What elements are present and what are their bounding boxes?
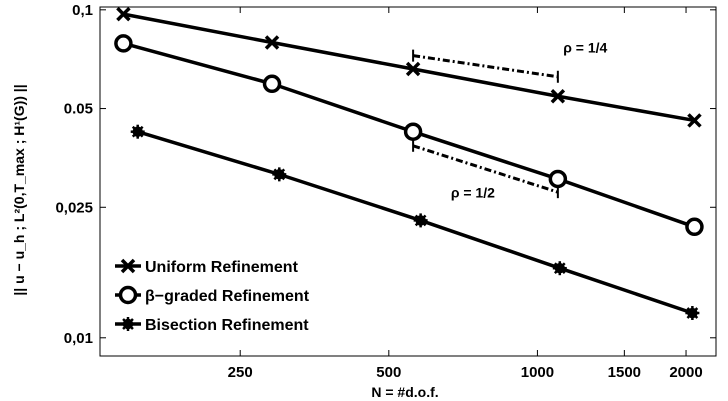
marker-stroke [264, 35, 280, 50]
legend-marker [121, 317, 135, 331]
series-group [114, 6, 704, 321]
axis-ticks: 250 500 1000 1500 2000 0,01 0,025 0.05 0,1 [55, 2, 716, 381]
slope-triangle-0 [412, 49, 559, 83]
slope-label: ρ = 1/2 [451, 184, 495, 200]
x-tick-label: 2000 [669, 364, 702, 381]
marker-stroke [122, 318, 134, 330]
data-point [685, 217, 704, 237]
marker-stroke [550, 89, 566, 104]
legend: Uniform Refinement β−graded Refinement Bis… [115, 258, 310, 334]
marker-stroke [414, 214, 427, 227]
data-point [550, 89, 566, 104]
marker-stroke [405, 61, 421, 77]
marker-stroke [686, 307, 699, 319]
legend-label: β−graded Refinement [145, 288, 310, 305]
legend-marker [120, 258, 136, 274]
slope-line [412, 144, 559, 194]
y-axis-label: || u − u_h ; L²(0,T_max ; H¹(G)) || [11, 84, 27, 295]
data-point [552, 261, 567, 276]
data-point [687, 113, 702, 128]
x-tick-label: 500 [376, 364, 401, 381]
y-tick-label: 0,01 [64, 330, 93, 347]
data-point [264, 35, 280, 50]
x-tick-label: 1500 [608, 364, 641, 381]
data-point [262, 74, 282, 94]
y-tick-label: 0,025 [55, 199, 93, 216]
data-point [413, 213, 428, 228]
slope-line [412, 54, 559, 79]
data-point [114, 34, 133, 53]
slope-annotations: ρ = 1/4 ρ = 1/2 [412, 40, 608, 200]
data-point [116, 6, 131, 22]
marker-stroke [116, 6, 131, 22]
data-point [403, 122, 423, 141]
marker-stroke [273, 168, 286, 181]
data-point [130, 124, 145, 139]
data-point [685, 306, 700, 321]
x-axis-label: N = #d.o.f. [371, 384, 438, 400]
marker-stroke [687, 113, 702, 128]
marker-stroke [131, 125, 144, 138]
y-tick-label: 0.05 [64, 101, 93, 118]
legend-label: Uniform Refinement [145, 259, 299, 276]
marker-stroke [120, 258, 136, 274]
data-point [548, 169, 568, 189]
data-point [405, 61, 421, 77]
slope-label: ρ = 1/4 [563, 40, 607, 56]
marker-stroke [553, 262, 566, 275]
slope-triangle-1 [412, 139, 559, 199]
x-tick-label: 1000 [521, 364, 554, 381]
data-point [272, 167, 287, 182]
legend-marker [118, 285, 138, 305]
x-tick-label: 250 [228, 364, 253, 381]
legend-label: Bisection Refinement [145, 317, 309, 334]
y-tick-label: 0,1 [72, 2, 93, 19]
